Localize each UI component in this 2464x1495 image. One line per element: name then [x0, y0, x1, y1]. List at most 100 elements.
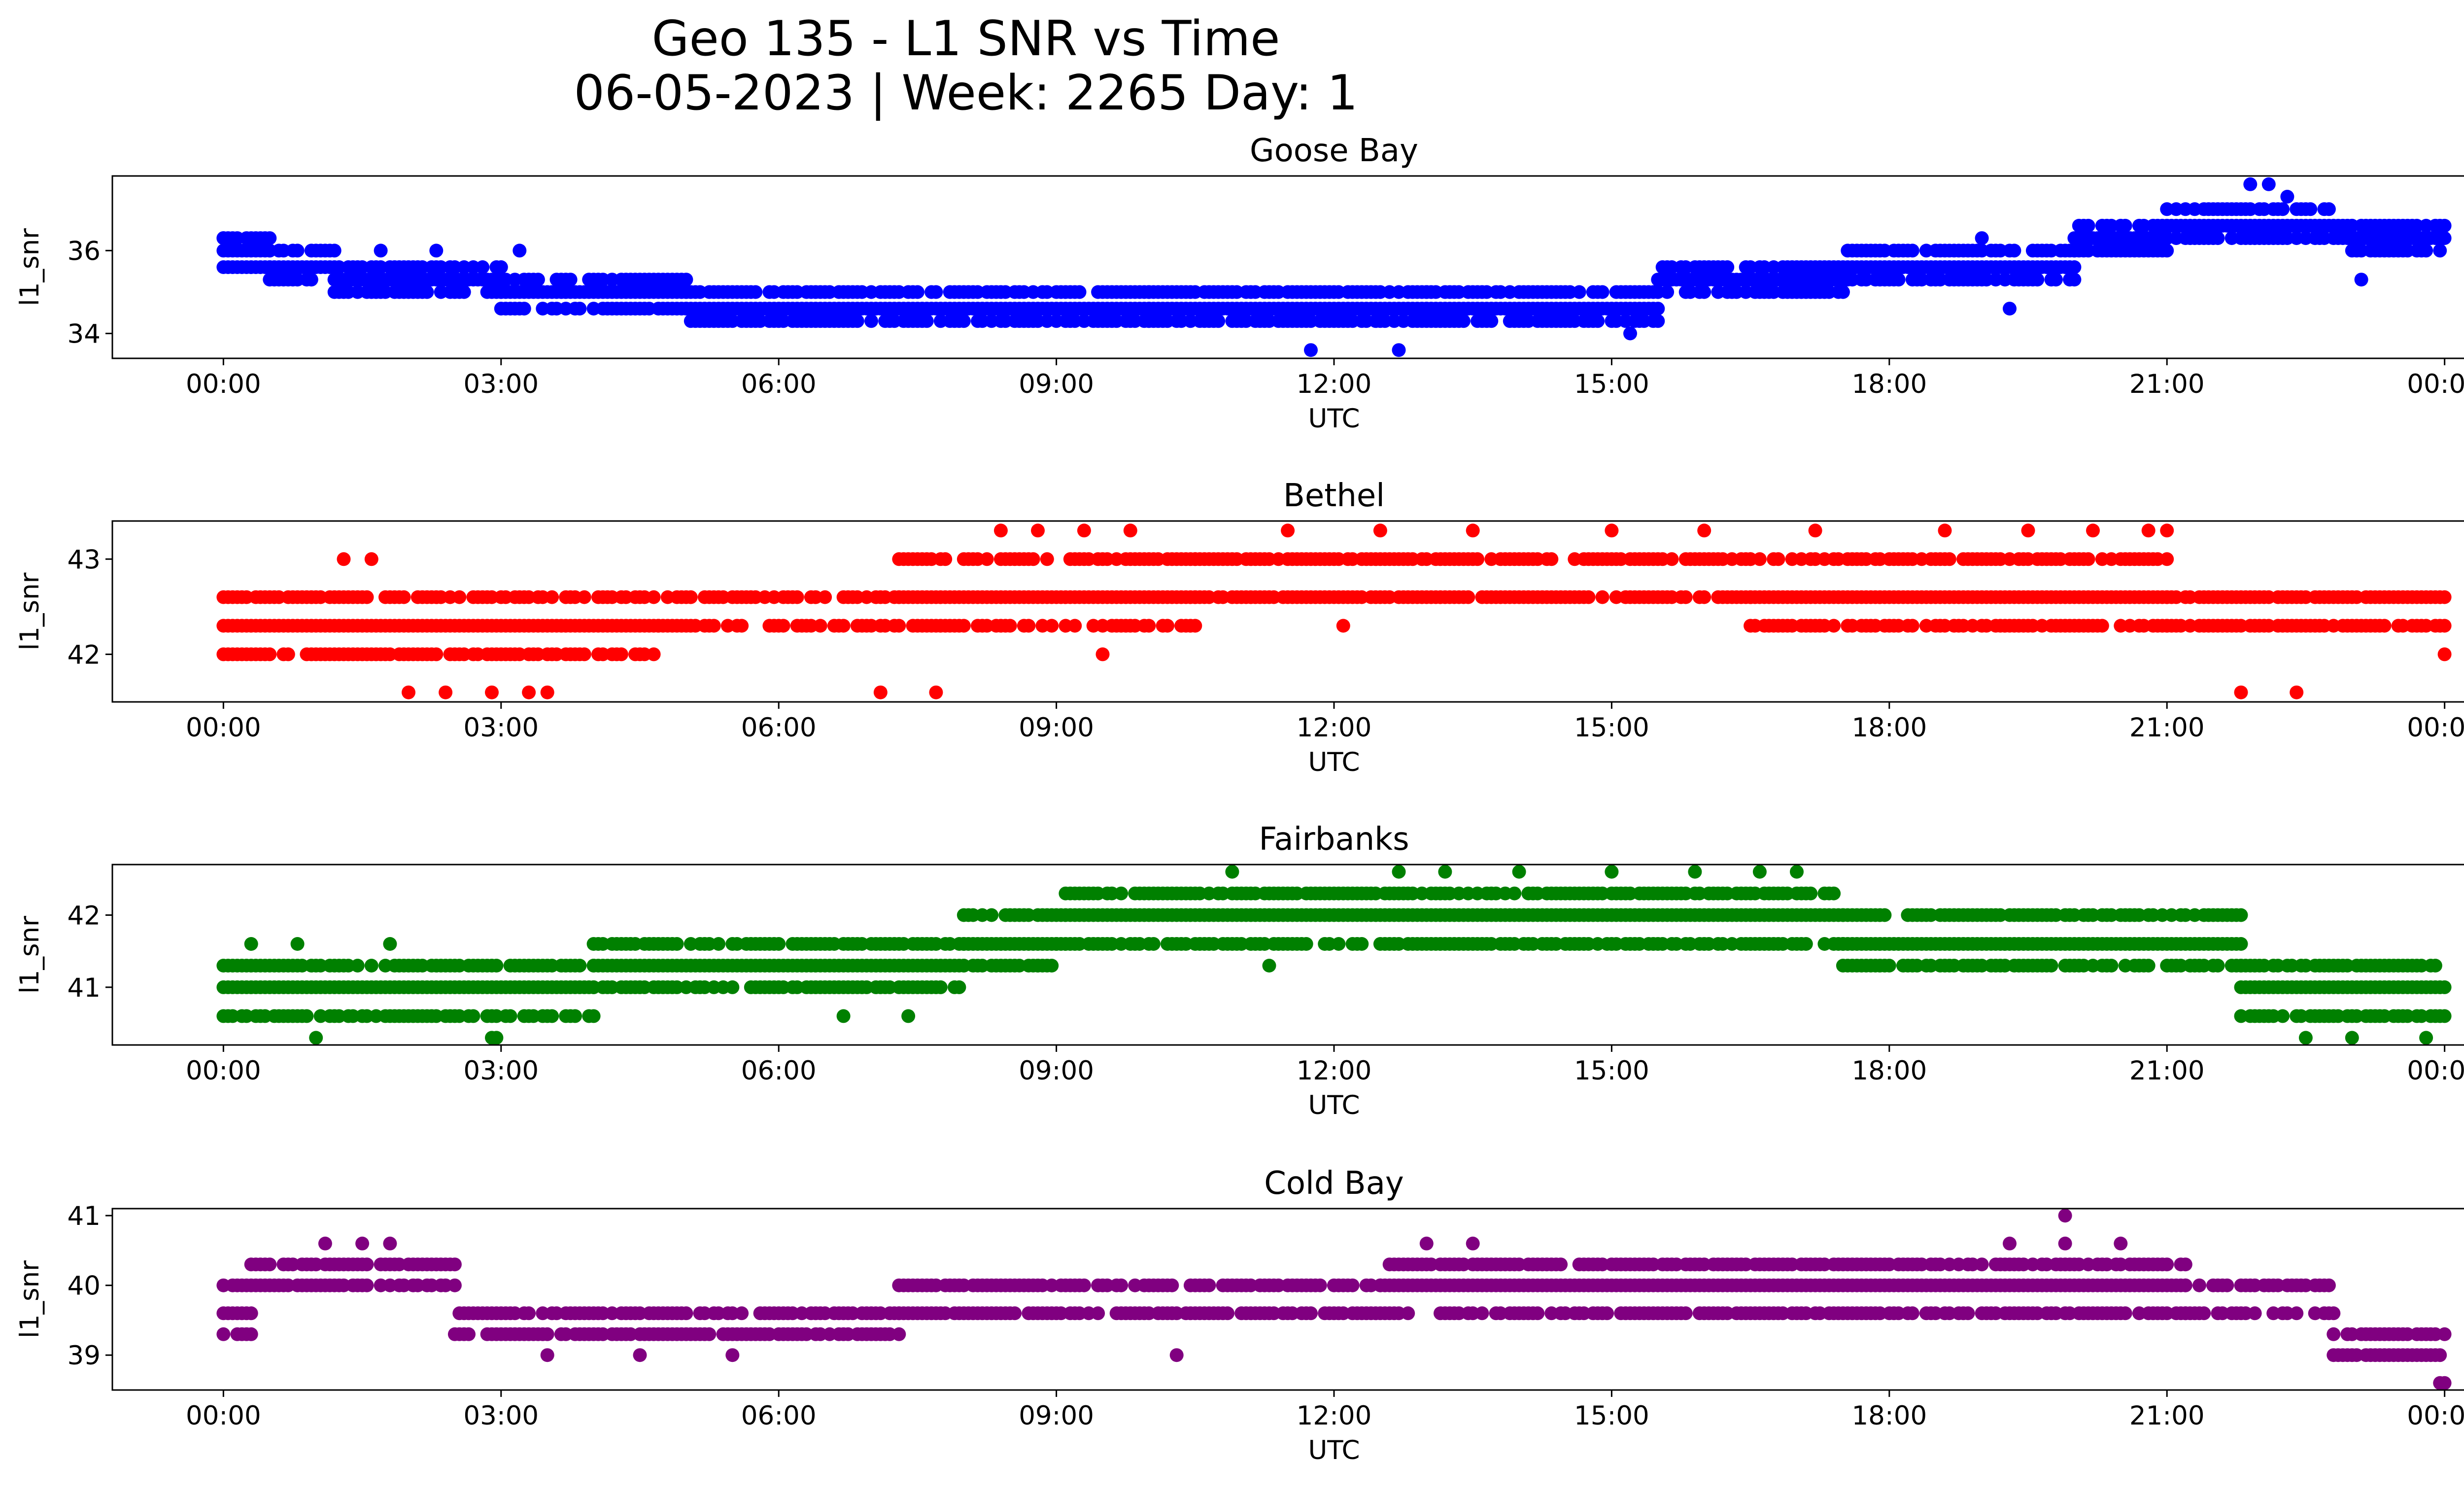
data-point: [1905, 619, 1919, 633]
data-point: [1221, 1306, 1234, 1321]
data-point: [836, 619, 851, 633]
data-point: [647, 590, 661, 604]
x-tick-label: 03:00: [463, 369, 539, 399]
data-point: [1660, 285, 1675, 299]
data-point-outlier: [1123, 523, 1137, 538]
data-point-outlier: [2141, 523, 2156, 538]
data-point: [447, 1257, 462, 1272]
data-point: [1299, 937, 1313, 951]
data-point: [1531, 1306, 1545, 1321]
data-point: [813, 619, 827, 633]
data-point-outlier: [355, 1236, 370, 1251]
data-point: [1026, 552, 1040, 566]
data-point-outlier: [540, 685, 554, 699]
x-tick-label: 21:00: [2129, 713, 2205, 743]
x-tick-label: 15:00: [1574, 369, 1649, 399]
data-point-outlier: [2354, 273, 2368, 287]
data-point-outlier: [2058, 1236, 2072, 1251]
data-point: [1720, 260, 1735, 274]
data-point: [1022, 619, 1036, 633]
data-point: [2276, 1009, 2290, 1023]
data-point: [2276, 202, 2290, 216]
data-point: [1752, 552, 1767, 566]
data-point: [2437, 231, 2452, 245]
data-point: [1114, 886, 1129, 901]
data-point: [545, 590, 559, 604]
panel-title: Cold Bay: [1264, 1165, 1404, 1202]
data-point-outlier: [1392, 343, 1406, 357]
data-point: [1697, 590, 1711, 604]
data-point-outlier: [2298, 1031, 2313, 1045]
data-point-outlier: [1031, 959, 1045, 973]
data-point: [1202, 1278, 1216, 1292]
data-point: [1836, 285, 1850, 299]
data-point: [1827, 619, 1841, 633]
data-point: [2433, 1348, 2447, 1362]
panel-title: Goose Bay: [1250, 133, 1418, 169]
x-tick-label: 03:00: [463, 1401, 539, 1431]
data-point: [476, 260, 490, 274]
data-point-outlier: [364, 552, 378, 566]
y-tick-label: 43: [68, 545, 101, 575]
x-tick-label: 00:00: [2407, 369, 2464, 399]
data-points: [216, 523, 2452, 699]
data-point: [2234, 937, 2248, 951]
data-point: [1401, 1306, 1415, 1321]
data-point-outlier: [1031, 523, 1045, 538]
data-point: [300, 1009, 314, 1023]
x-tick-label: 09:00: [1019, 1056, 1094, 1086]
y-tick-label: 41: [68, 1201, 101, 1231]
data-point: [1077, 1278, 1091, 1292]
data-point: [1003, 619, 1017, 633]
data-point: [540, 1327, 554, 1341]
data-point: [2220, 1278, 2234, 1292]
data-point: [2095, 619, 2109, 633]
data-point: [281, 647, 295, 661]
data-point: [2322, 202, 2336, 216]
y-tick-label: 34: [68, 319, 101, 349]
data-point: [1878, 908, 1892, 922]
data-point: [1554, 1257, 1568, 1272]
data-point: [1211, 314, 1226, 328]
x-axis-label: UTC: [1308, 1090, 1360, 1120]
data-point: [2104, 959, 2119, 973]
data-point-outlier: [1225, 865, 1239, 879]
x-tick-label: 06:00: [741, 1401, 817, 1431]
data-point-outlier: [1466, 523, 1480, 538]
data-point-outlier: [1169, 1348, 1184, 1362]
data-point: [364, 959, 378, 973]
data-point-outlier: [402, 685, 415, 699]
data-point-outlier: [383, 937, 397, 951]
data-point-outlier: [1419, 1236, 1434, 1251]
data-point-outlier: [2419, 1031, 2433, 1045]
data-point: [2303, 202, 2318, 216]
data-point: [2322, 1278, 2336, 1292]
data-point: [2160, 243, 2174, 258]
data-point: [447, 1278, 462, 1292]
data-point: [2211, 959, 2225, 973]
data-point: [531, 273, 545, 287]
data-point: [360, 590, 374, 604]
data-point: [1456, 314, 1471, 328]
y-axis-label: l1_snr: [15, 228, 45, 306]
x-tick-label: 03:00: [463, 1056, 539, 1086]
data-point-outlier: [901, 1009, 916, 1023]
data-point-outlier: [1697, 523, 1711, 538]
data-point: [1651, 314, 1665, 328]
data-point: [920, 314, 934, 328]
data-point: [1771, 552, 1785, 566]
y-tick-label: 41: [68, 973, 101, 1003]
data-point: [1484, 314, 1499, 328]
x-tick-label: 00:00: [2407, 1401, 2464, 1431]
x-tick-label: 15:00: [1574, 1401, 1649, 1431]
data-point: [2141, 959, 2156, 973]
x-tick-label: 15:00: [1574, 1056, 1649, 1086]
data-point: [684, 590, 698, 604]
data-point: [1345, 1278, 1360, 1292]
figure-title-line2: 06-05-2023 | Week: 2265 Day: 1: [574, 65, 1358, 121]
x-tick-label: 18:00: [1851, 1056, 1927, 1086]
data-point-outlier: [2290, 685, 2304, 699]
